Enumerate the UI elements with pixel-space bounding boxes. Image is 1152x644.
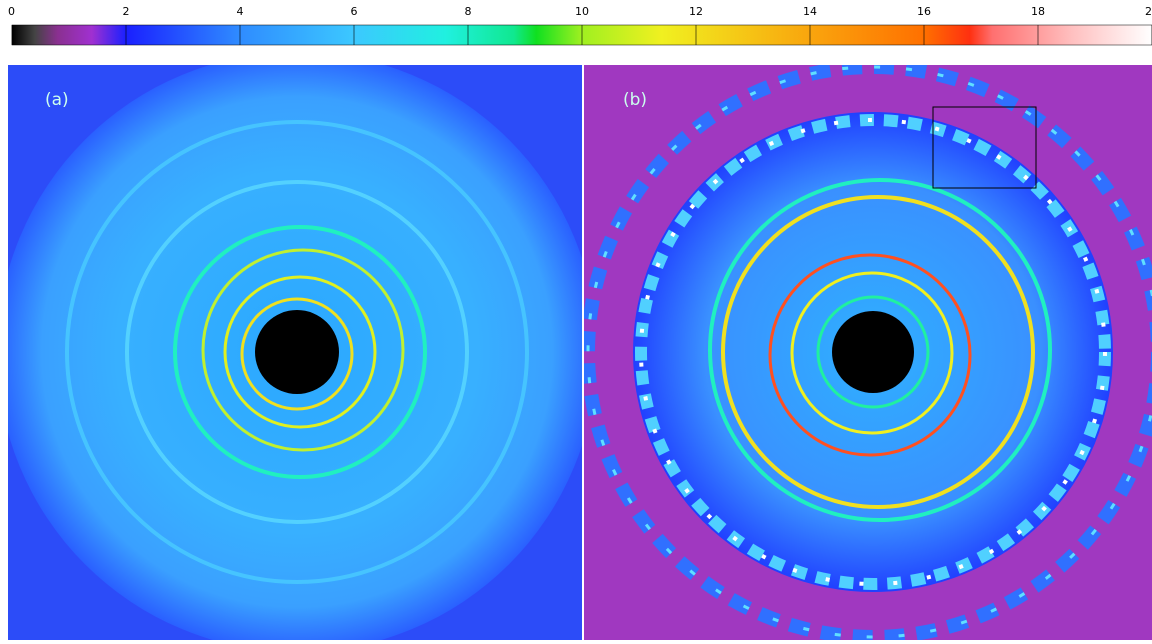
tick-label: 18 (1031, 5, 1045, 18)
panel-a-image (0, 52, 597, 640)
panel-label: (a) (45, 90, 69, 110)
panel-label: (b) (623, 90, 647, 110)
tick-label: 10 (575, 5, 589, 18)
tick-label: 20 (1145, 5, 1152, 18)
tick-label: 8 (465, 5, 472, 18)
tick-label: 4 (237, 5, 244, 18)
tick-label: 16 (917, 5, 931, 18)
tick-label: 2 (123, 5, 130, 18)
tick-label: 14 (803, 5, 817, 18)
panel-b-image (584, 65, 1152, 640)
tick-label: 6 (351, 5, 358, 18)
page: {"chart_data": {"type": "colorbar", "xli… (0, 0, 1152, 640)
figure: (a) (b) 0 2 4 6 8 10 12 14 16 18 20 (0, 0, 1152, 640)
tick-label: 12 (689, 5, 703, 18)
tick-label: 0 (8, 5, 15, 18)
